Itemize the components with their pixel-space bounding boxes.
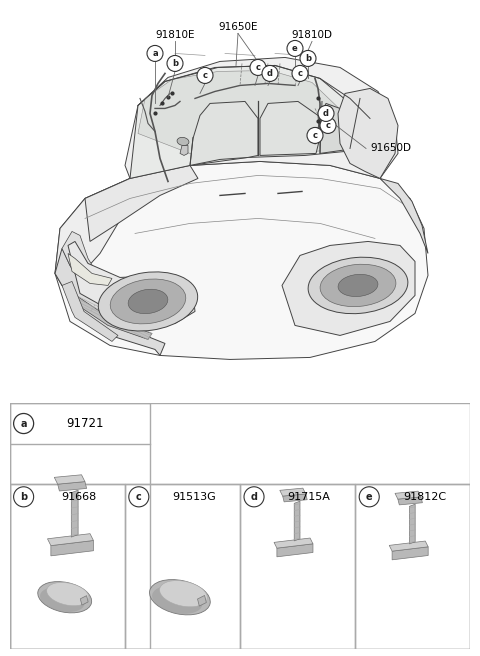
Ellipse shape	[40, 587, 84, 612]
Ellipse shape	[320, 264, 396, 306]
Polygon shape	[283, 494, 307, 502]
Text: a: a	[152, 49, 158, 58]
Text: c: c	[325, 121, 331, 130]
Text: e: e	[366, 492, 372, 502]
Text: d: d	[323, 109, 329, 118]
Circle shape	[359, 487, 379, 507]
Circle shape	[147, 45, 163, 62]
Ellipse shape	[152, 586, 203, 614]
Ellipse shape	[110, 279, 186, 324]
Polygon shape	[54, 475, 85, 484]
Circle shape	[13, 413, 34, 434]
Polygon shape	[58, 482, 86, 491]
Text: 91715A: 91715A	[288, 492, 331, 502]
Polygon shape	[55, 161, 428, 359]
Text: c: c	[312, 131, 317, 140]
Polygon shape	[389, 541, 428, 551]
Polygon shape	[138, 70, 343, 155]
Polygon shape	[55, 249, 165, 356]
Text: d: d	[251, 492, 258, 502]
Text: a: a	[20, 419, 27, 428]
Text: 91650D: 91650D	[370, 144, 411, 154]
Ellipse shape	[98, 272, 198, 331]
Polygon shape	[55, 178, 135, 285]
Polygon shape	[62, 232, 118, 308]
Circle shape	[244, 487, 264, 507]
Polygon shape	[68, 253, 112, 285]
Ellipse shape	[149, 580, 210, 615]
Circle shape	[307, 127, 323, 144]
Polygon shape	[180, 146, 188, 155]
Ellipse shape	[38, 582, 92, 613]
Circle shape	[167, 56, 183, 72]
Text: 91810D: 91810D	[291, 30, 333, 41]
Text: d: d	[267, 69, 273, 78]
Polygon shape	[294, 501, 300, 541]
Ellipse shape	[308, 257, 408, 314]
Polygon shape	[68, 241, 195, 323]
Polygon shape	[125, 58, 398, 178]
Polygon shape	[395, 491, 421, 499]
Circle shape	[250, 60, 266, 75]
Circle shape	[300, 51, 316, 66]
Polygon shape	[48, 534, 94, 546]
Text: 91668: 91668	[61, 492, 96, 502]
Circle shape	[262, 66, 278, 81]
Polygon shape	[190, 102, 258, 165]
Polygon shape	[72, 490, 78, 537]
Polygon shape	[380, 178, 428, 253]
Polygon shape	[62, 281, 118, 341]
Polygon shape	[280, 488, 306, 496]
Polygon shape	[277, 544, 313, 557]
Polygon shape	[320, 104, 350, 154]
Polygon shape	[198, 596, 206, 606]
Ellipse shape	[159, 581, 207, 607]
Ellipse shape	[47, 583, 89, 605]
Text: b: b	[172, 59, 178, 68]
Circle shape	[287, 41, 303, 56]
Circle shape	[197, 68, 213, 83]
Polygon shape	[274, 538, 313, 548]
Polygon shape	[130, 66, 358, 178]
Text: e: e	[292, 44, 298, 53]
Polygon shape	[338, 89, 398, 178]
Text: c: c	[203, 71, 207, 80]
Ellipse shape	[177, 137, 189, 146]
Ellipse shape	[128, 289, 168, 314]
Polygon shape	[85, 165, 198, 241]
Polygon shape	[398, 497, 422, 505]
Polygon shape	[409, 504, 415, 544]
Circle shape	[129, 487, 149, 507]
Polygon shape	[72, 295, 152, 339]
Circle shape	[318, 106, 334, 121]
Polygon shape	[260, 102, 320, 155]
Polygon shape	[51, 541, 94, 556]
Ellipse shape	[338, 274, 378, 297]
Text: c: c	[298, 69, 302, 78]
Text: 91650E: 91650E	[218, 22, 258, 32]
Circle shape	[320, 117, 336, 133]
Polygon shape	[282, 241, 415, 335]
Text: c: c	[255, 63, 261, 72]
Text: b: b	[305, 54, 311, 63]
Text: 91513G: 91513G	[172, 492, 216, 502]
Text: 91812C: 91812C	[403, 492, 446, 502]
Text: c: c	[136, 492, 142, 502]
Text: 91721: 91721	[66, 417, 104, 430]
Circle shape	[13, 487, 34, 507]
Text: 91810E: 91810E	[155, 30, 195, 41]
Polygon shape	[392, 547, 428, 560]
Circle shape	[292, 66, 308, 81]
Text: b: b	[20, 492, 27, 502]
Polygon shape	[80, 596, 88, 605]
